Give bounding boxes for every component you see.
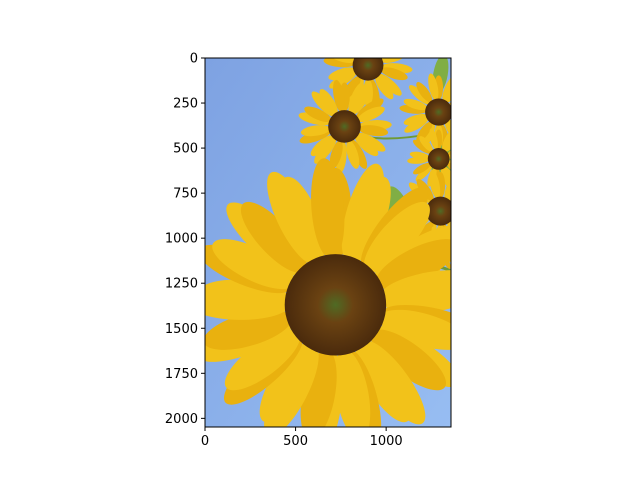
petal <box>453 208 483 220</box>
y-tick-label: 250 <box>173 97 198 112</box>
flower-disk <box>352 58 384 81</box>
petal <box>451 211 479 228</box>
petal <box>450 98 451 111</box>
y-axis: 0 250 500 750 1000 1250 1500 1750 2000 <box>165 52 205 427</box>
petal <box>381 58 408 63</box>
petal <box>440 168 451 187</box>
petal <box>369 22 391 54</box>
petal <box>348 82 365 114</box>
y-tick-label: 1750 <box>165 367 198 382</box>
petal <box>346 140 360 169</box>
petal <box>298 112 331 126</box>
petal <box>444 172 451 200</box>
flower-disk <box>426 196 451 226</box>
sunflower-photo <box>205 21 483 427</box>
petal <box>372 29 396 57</box>
petal <box>408 85 431 105</box>
x-axis: 0 500 1000 <box>201 427 403 449</box>
petal <box>332 32 361 60</box>
petal <box>311 158 345 260</box>
y-tick-label: 2000 <box>165 412 198 427</box>
petal <box>259 342 316 423</box>
petal <box>442 75 451 102</box>
petal <box>412 139 432 154</box>
petal <box>403 114 428 126</box>
flower-disk <box>328 110 361 143</box>
petal <box>413 162 431 175</box>
petal <box>319 89 338 115</box>
petal <box>380 279 451 314</box>
petal <box>357 106 385 123</box>
x-tick-label: 500 <box>283 434 308 449</box>
petal <box>449 186 479 209</box>
petal <box>351 89 370 115</box>
petal <box>340 29 364 57</box>
y-tick-label: 1000 <box>165 232 198 247</box>
petal <box>328 67 355 81</box>
petal <box>310 135 334 157</box>
y-tick-label: 1500 <box>165 322 198 337</box>
petal <box>450 110 451 120</box>
petal <box>370 329 447 391</box>
petal <box>444 136 451 152</box>
petal <box>415 165 433 182</box>
x-tick-label: 0 <box>201 434 209 449</box>
petal <box>212 239 296 290</box>
sunflower-top <box>323 21 413 109</box>
petal <box>358 125 389 137</box>
petal <box>346 176 391 263</box>
sunflower-upper-left <box>298 79 392 174</box>
flower-disk <box>427 148 450 170</box>
petal <box>429 128 438 150</box>
petal <box>375 239 451 290</box>
petal <box>355 135 379 157</box>
petal <box>381 67 408 81</box>
sunflower-large <box>205 158 451 427</box>
y-tick-label: 0 <box>190 52 198 67</box>
petal <box>363 24 373 52</box>
axes-frame <box>204 57 452 428</box>
petal <box>445 121 451 143</box>
flower-disk <box>284 254 387 356</box>
petal <box>445 82 451 103</box>
petal <box>451 195 479 212</box>
petal <box>354 21 370 53</box>
petal <box>280 176 325 263</box>
flower-disk <box>425 98 451 126</box>
y-tick-label: 750 <box>173 187 198 202</box>
petal <box>375 76 394 100</box>
petal <box>450 114 451 126</box>
petal <box>328 58 355 63</box>
petal <box>224 329 301 391</box>
petal <box>300 125 330 137</box>
petal <box>429 170 441 199</box>
petal <box>409 151 430 160</box>
petal <box>240 201 307 273</box>
y-tick-label: 500 <box>173 142 198 157</box>
petal <box>419 136 433 152</box>
petal <box>428 73 439 101</box>
petal <box>363 201 430 273</box>
petal <box>304 106 332 123</box>
petal <box>205 309 292 350</box>
petal <box>333 79 345 113</box>
x-tick-label: 1000 <box>370 434 403 449</box>
petal <box>377 73 402 96</box>
petal <box>403 98 428 111</box>
petal <box>334 349 371 427</box>
petal <box>416 82 433 103</box>
petal <box>329 140 343 169</box>
petal <box>443 166 451 186</box>
petal <box>379 309 451 350</box>
y-tick-label: 1250 <box>165 277 198 292</box>
petal <box>355 342 412 423</box>
